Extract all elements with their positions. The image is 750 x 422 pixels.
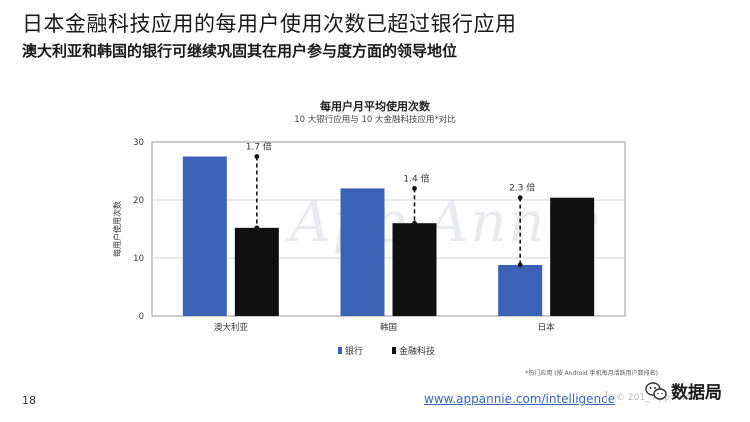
- bank-bar-1: [182, 156, 227, 316]
- legend-swatch-fintech: [392, 347, 396, 354]
- fintech-bar-2: [392, 223, 437, 316]
- legend-label-bank: 银行: [345, 345, 363, 357]
- page-number: 18: [22, 394, 36, 407]
- y-tick-label: 10: [133, 254, 144, 264]
- connector-dot-top: [517, 195, 523, 201]
- legend-label-fintech: 金融科技: [399, 345, 435, 357]
- connector-dot-bottom: [254, 225, 260, 231]
- brand-name: 数据局: [671, 383, 722, 403]
- y-tick-label: 0: [139, 312, 144, 322]
- bank-bar-3: [498, 264, 543, 316]
- chart-subtitle: 10 大银行应用与 10 大金融科技应用*对比: [294, 115, 456, 125]
- x-category-label: 日本: [538, 322, 556, 333]
- fintech-bar-1: [234, 227, 279, 316]
- footer-divider: [606, 391, 607, 403]
- multiplier-label: 1.7 倍: [246, 141, 272, 153]
- chart-title: 每用户月平均使用次数: [320, 100, 430, 113]
- connector-dot-bottom: [517, 262, 523, 268]
- plot-frame: [151, 141, 626, 317]
- brand-logo: 数据局: [644, 378, 722, 403]
- fintech-bar-3: [550, 197, 595, 316]
- footer-url-link[interactable]: www.appannie.com/intelligence: [424, 392, 616, 406]
- multiplier-label: 2.3 倍: [509, 182, 535, 194]
- y-tick-label: 20: [133, 196, 144, 206]
- slide-subheadline: 澳大利亚和韩国的银行可继续巩固其在用户参与度方面的领导地位: [22, 42, 458, 60]
- y-tick-label: 30: [133, 138, 144, 148]
- y-axis-label: 每用户使用次数: [112, 201, 122, 257]
- chart-footnote: *热门应用 (按 Android 手机每月活跃用户数排名): [525, 370, 658, 377]
- slide-headline: 日本金融科技应用的每用户使用次数已超过银行应用: [22, 12, 517, 36]
- x-category-label: 韩国: [380, 322, 397, 333]
- bank-bar-2: [340, 188, 385, 316]
- chat-bubble-icon: [645, 381, 667, 400]
- x-category-label: 澳大利亚: [214, 322, 249, 333]
- multiplier-label: 1.4 倍: [403, 172, 429, 184]
- legend-swatch-bank: [338, 347, 342, 354]
- connector-dot-top: [412, 186, 417, 191]
- connector-dot-bottom: [412, 220, 417, 226]
- connector-dot-top: [254, 154, 260, 159]
